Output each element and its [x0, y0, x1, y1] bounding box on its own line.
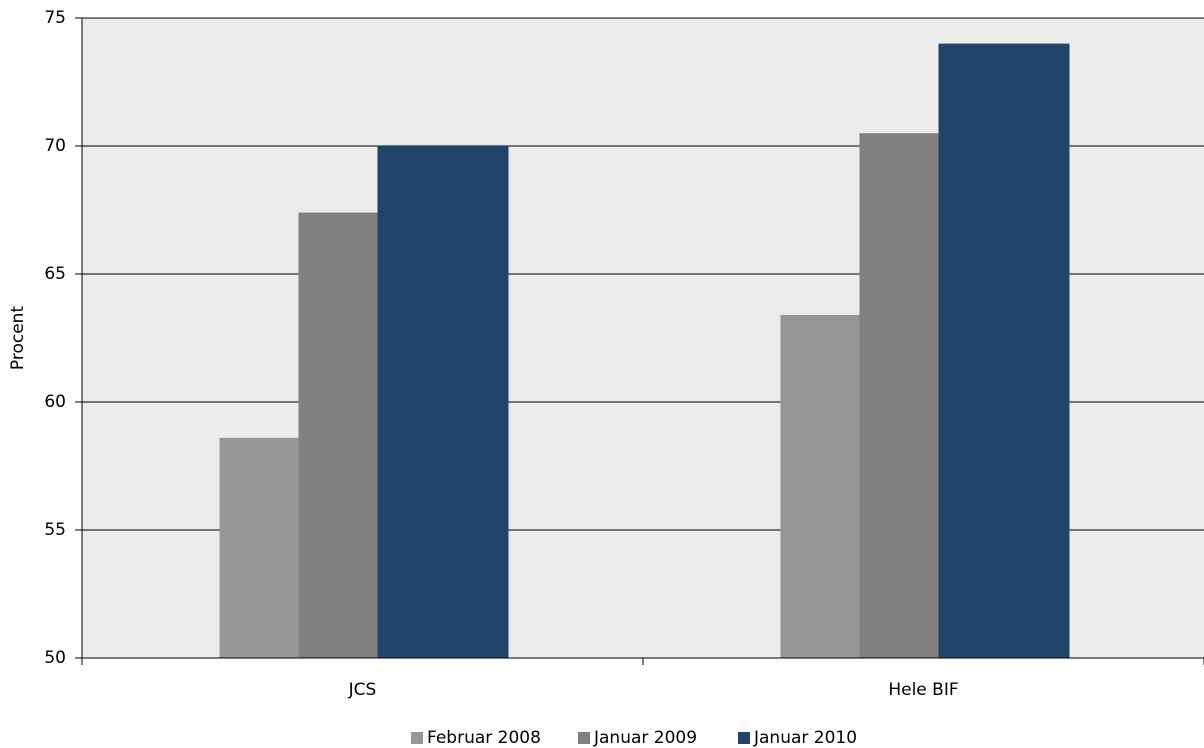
bar: [298, 212, 378, 658]
y-tick-label: 75: [44, 8, 66, 28]
y-tick-label: 50: [44, 648, 66, 668]
legend-swatch: [578, 732, 590, 744]
x-tick-label: JCS: [348, 680, 377, 700]
y-tick-label: 55: [44, 520, 66, 540]
y-tick-label: 70: [44, 136, 66, 156]
x-tick-label: Hele BIF: [888, 680, 958, 700]
y-axis-title: Procent: [8, 306, 28, 371]
bar: [780, 314, 860, 658]
legend-label: Januar 2010: [753, 728, 857, 748]
legend-label: Januar 2009: [593, 728, 697, 748]
legend-swatch: [411, 732, 423, 744]
bar: [377, 146, 509, 658]
y-tick-label: 60: [44, 392, 66, 412]
y-tick-label: 65: [44, 264, 66, 284]
bar: [219, 437, 299, 658]
legend-label: Februar 2008: [427, 728, 541, 748]
bar: [859, 133, 939, 658]
bar: [938, 43, 1070, 659]
legend-swatch: [738, 732, 750, 744]
